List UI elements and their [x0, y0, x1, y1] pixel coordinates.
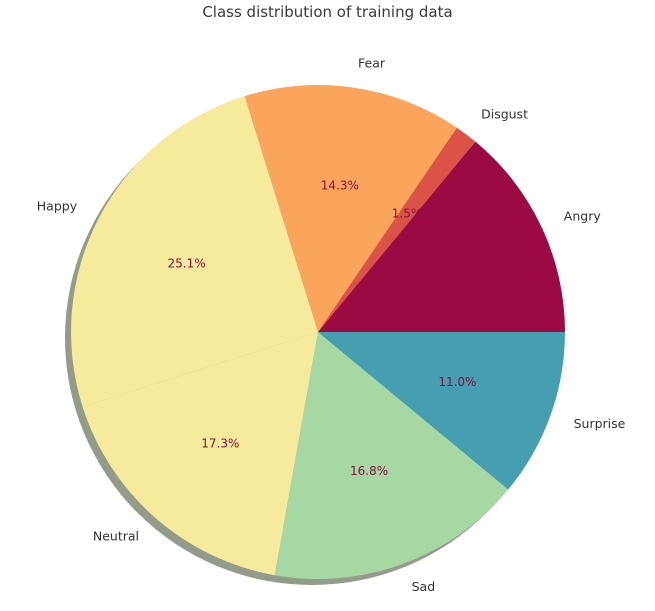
pie-slice-angry — [318, 141, 565, 332]
slice-label-sad: Sad — [412, 579, 436, 594]
pct-label-happy: 25.1% — [168, 257, 206, 271]
pie-slice-neutral — [82, 332, 318, 576]
pie-slices — [70, 85, 565, 580]
pct-label-disgust: 1.5% — [392, 207, 423, 221]
pct-label-surprise: 11.0% — [438, 375, 476, 389]
pie-category-labels: Angry Disgust Fear Happy Neutral Sad Surprise — [37, 55, 626, 594]
slice-label-neutral: Neutral — [93, 528, 139, 543]
slice-label-happy: Happy — [37, 198, 78, 213]
slice-label-angry: Angry — [564, 208, 602, 223]
pie-slice-disgust — [318, 127, 476, 333]
slice-label-surprise: Surprise — [574, 416, 626, 431]
pct-label-fear: 14.3% — [321, 178, 359, 192]
pie-slice-surprise — [318, 332, 565, 490]
pct-label-sad: 16.8% — [350, 464, 388, 478]
pie-slice-sad — [274, 332, 509, 580]
pie-percent-labels: 1.5% 14.3% 25.1% 17.3% 16.8% 11.0% — [168, 178, 477, 478]
slice-label-fear: Fear — [358, 55, 386, 70]
pie-slice-fear — [244, 85, 457, 333]
pie-slice-happy — [70, 96, 319, 407]
chart-title: Class distribution of training data — [202, 3, 453, 21]
slice-label-disgust: Disgust — [481, 107, 528, 122]
pct-label-neutral: 17.3% — [201, 437, 239, 451]
